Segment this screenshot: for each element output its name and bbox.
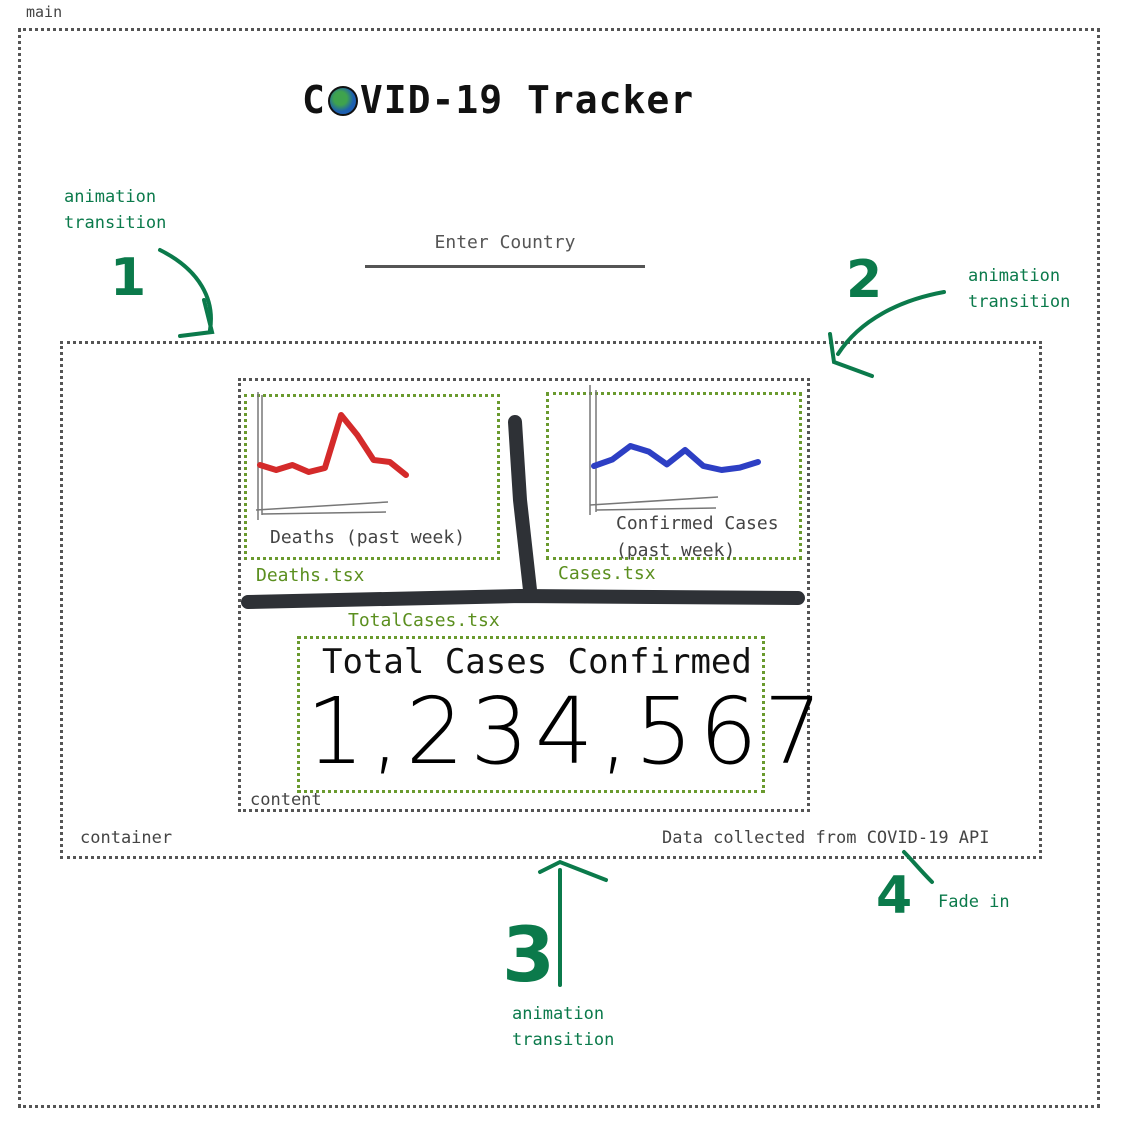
container-frame — [60, 341, 1042, 859]
cases-caption-line1: Confirmed Cases — [616, 513, 779, 534]
annotation-4-arrow — [902, 850, 934, 884]
cases-trend-line — [591, 443, 761, 473]
annotation-4-number: 4 — [876, 866, 913, 926]
cases-caption-line2: (past week) — [616, 540, 736, 561]
annotation-1-number: 1 — [110, 248, 147, 308]
annotation-4-text: Fade in — [938, 892, 1010, 912]
deaths-caption: Deaths (past week) — [270, 527, 466, 548]
totalcases-title: Total Cases Confirmed — [322, 642, 752, 682]
annotation-2-text-line1: animation — [968, 266, 1061, 286]
horizontal-divider — [241, 588, 805, 609]
data-source-note: Data collected from COVID-19 API — [662, 828, 990, 848]
annotation-1-arrow — [158, 248, 215, 338]
globe-icon — [327, 86, 358, 116]
annotation-2-number: 2 — [846, 250, 883, 310]
annotation-1-text-line2: transition — [64, 213, 167, 233]
annotation-3-number: 3 — [502, 910, 555, 999]
annotation-2-text-line2: transition — [968, 292, 1071, 312]
annotation-3-text-line1: animation — [512, 1004, 605, 1024]
content-label: content — [250, 790, 322, 810]
cases-component-label: Cases.tsx — [558, 563, 656, 584]
content-frame — [238, 378, 810, 812]
annotation-1-text-line1: animation — [64, 187, 157, 207]
deaths-panel — [244, 394, 500, 560]
vertical-divider — [508, 415, 537, 597]
totalcases-component-label: TotalCases.tsx — [348, 610, 500, 631]
title-post: VID-19 Tracker — [359, 78, 695, 122]
deaths-chart-axes — [255, 392, 389, 520]
title-pre: C — [302, 78, 326, 122]
search-input-placeholder: Enter Country — [434, 232, 576, 253]
main-frame — [18, 28, 1100, 1108]
deaths-component-label: Deaths.tsx — [256, 565, 365, 586]
main-label: main — [26, 3, 63, 21]
deaths-trend-line — [257, 412, 409, 478]
cases-panel — [546, 392, 802, 560]
search-underline — [365, 265, 645, 268]
annotation-3-text-line2: transition — [512, 1030, 615, 1050]
totalcases-value: 1,234,567 — [306, 678, 829, 785]
annotation-2-arrow — [828, 290, 946, 378]
country-search[interactable]: Enter Country — [365, 232, 645, 270]
cases-chart-axes — [589, 385, 719, 515]
annotation-3-arrow — [538, 859, 608, 987]
page-title: C VID-19 Tracker — [302, 78, 694, 122]
totalcases-panel — [297, 636, 765, 793]
container-label: container — [80, 828, 173, 848]
